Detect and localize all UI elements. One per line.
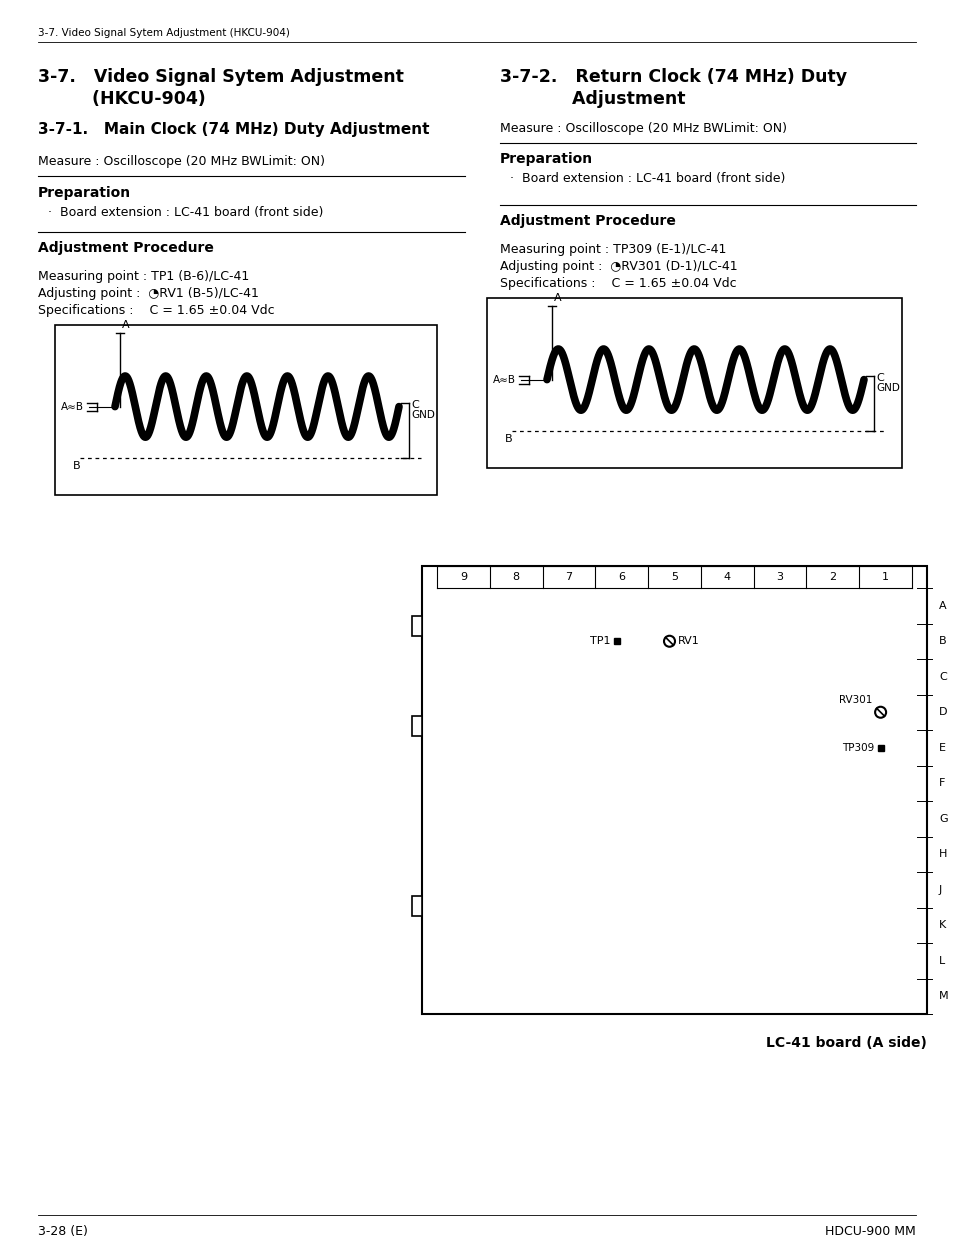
Text: 4: 4 xyxy=(723,572,730,582)
Text: 3: 3 xyxy=(776,572,782,582)
Text: HDCU-900 MM: HDCU-900 MM xyxy=(824,1225,915,1238)
Bar xyxy=(421,566,926,1014)
Text: Measuring point : TP1 (B-6)/LC-41: Measuring point : TP1 (B-6)/LC-41 xyxy=(38,270,249,282)
Text: Specifications :    C = 1.65 ±0.04 Vdc: Specifications : C = 1.65 ±0.04 Vdc xyxy=(38,304,274,317)
Text: Preparation: Preparation xyxy=(499,152,593,165)
Text: 8: 8 xyxy=(512,572,519,582)
Text: D: D xyxy=(938,708,946,718)
Text: Adjustment: Adjustment xyxy=(499,90,685,108)
Text: C: C xyxy=(938,672,945,682)
Text: RV1: RV1 xyxy=(678,636,699,646)
Text: L: L xyxy=(938,955,944,965)
Text: Adjusting point :  ◔RV1 (B-5)/LC-41: Adjusting point : ◔RV1 (B-5)/LC-41 xyxy=(38,287,258,300)
Text: 3-7-2.   Return Clock (74 MHz) Duty: 3-7-2. Return Clock (74 MHz) Duty xyxy=(499,68,846,86)
Text: Adjusting point :  ◔RV301 (D-1)/LC-41: Adjusting point : ◔RV301 (D-1)/LC-41 xyxy=(499,260,737,272)
Bar xyxy=(486,299,901,468)
Text: A≈B: A≈B xyxy=(493,374,516,384)
Text: H: H xyxy=(938,850,946,860)
Text: 3-7. Video Signal Sytem Adjustment (HKCU-904): 3-7. Video Signal Sytem Adjustment (HKCU… xyxy=(38,29,290,39)
Text: ·  Board extension : LC-41 board (front side): · Board extension : LC-41 board (front s… xyxy=(48,207,323,219)
Text: G: G xyxy=(938,814,946,824)
Text: (HKCU-904): (HKCU-904) xyxy=(38,90,206,108)
Text: Measure : Oscilloscope (20 MHz BWLimit: ON): Measure : Oscilloscope (20 MHz BWLimit: … xyxy=(499,122,786,136)
Text: 1: 1 xyxy=(882,572,888,582)
Text: B: B xyxy=(938,636,945,646)
Text: GND: GND xyxy=(875,383,899,393)
Text: GND: GND xyxy=(411,409,435,419)
Text: 7: 7 xyxy=(565,572,572,582)
Text: 6: 6 xyxy=(618,572,624,582)
Bar xyxy=(877,745,882,750)
Text: 3-7.   Video Signal Sytem Adjustment: 3-7. Video Signal Sytem Adjustment xyxy=(38,68,403,86)
Text: Adjustment Procedure: Adjustment Procedure xyxy=(38,241,213,255)
Text: Measure : Oscilloscope (20 MHz BWLimit: ON): Measure : Oscilloscope (20 MHz BWLimit: … xyxy=(38,156,325,168)
Text: A: A xyxy=(554,294,561,304)
Text: Measuring point : TP309 (E-1)/LC-41: Measuring point : TP309 (E-1)/LC-41 xyxy=(499,243,725,256)
Bar xyxy=(412,717,421,736)
Text: E: E xyxy=(938,743,945,753)
Text: B: B xyxy=(505,434,513,444)
Text: C: C xyxy=(411,399,418,409)
Text: 9: 9 xyxy=(459,572,466,582)
Text: TP1: TP1 xyxy=(590,636,610,646)
Text: 5: 5 xyxy=(670,572,678,582)
Text: Preparation: Preparation xyxy=(38,187,131,200)
Text: C: C xyxy=(875,373,882,383)
Bar xyxy=(55,325,436,495)
Bar xyxy=(613,638,619,644)
Text: RV301: RV301 xyxy=(838,694,871,705)
Text: M: M xyxy=(938,991,947,1001)
Text: A: A xyxy=(122,320,130,330)
Text: A: A xyxy=(938,601,945,611)
Text: K: K xyxy=(938,921,945,931)
Text: 3-28 (E): 3-28 (E) xyxy=(38,1225,88,1238)
Bar xyxy=(412,616,421,636)
Text: F: F xyxy=(938,779,944,789)
Text: B: B xyxy=(73,460,81,470)
Text: LC-41 board (A side): LC-41 board (A side) xyxy=(765,1036,926,1050)
Text: Adjustment Procedure: Adjustment Procedure xyxy=(499,214,675,228)
Text: ·  Board extension : LC-41 board (front side): · Board extension : LC-41 board (front s… xyxy=(510,172,784,185)
Text: 3-7-1.   Main Clock (74 MHz) Duty Adjustment: 3-7-1. Main Clock (74 MHz) Duty Adjustme… xyxy=(38,122,429,137)
Text: TP309: TP309 xyxy=(841,743,874,753)
Text: Specifications :    C = 1.65 ±0.04 Vdc: Specifications : C = 1.65 ±0.04 Vdc xyxy=(499,277,736,290)
Bar xyxy=(412,896,421,916)
Text: 2: 2 xyxy=(828,572,836,582)
Text: J: J xyxy=(938,884,942,894)
Text: A≈B: A≈B xyxy=(61,402,84,412)
